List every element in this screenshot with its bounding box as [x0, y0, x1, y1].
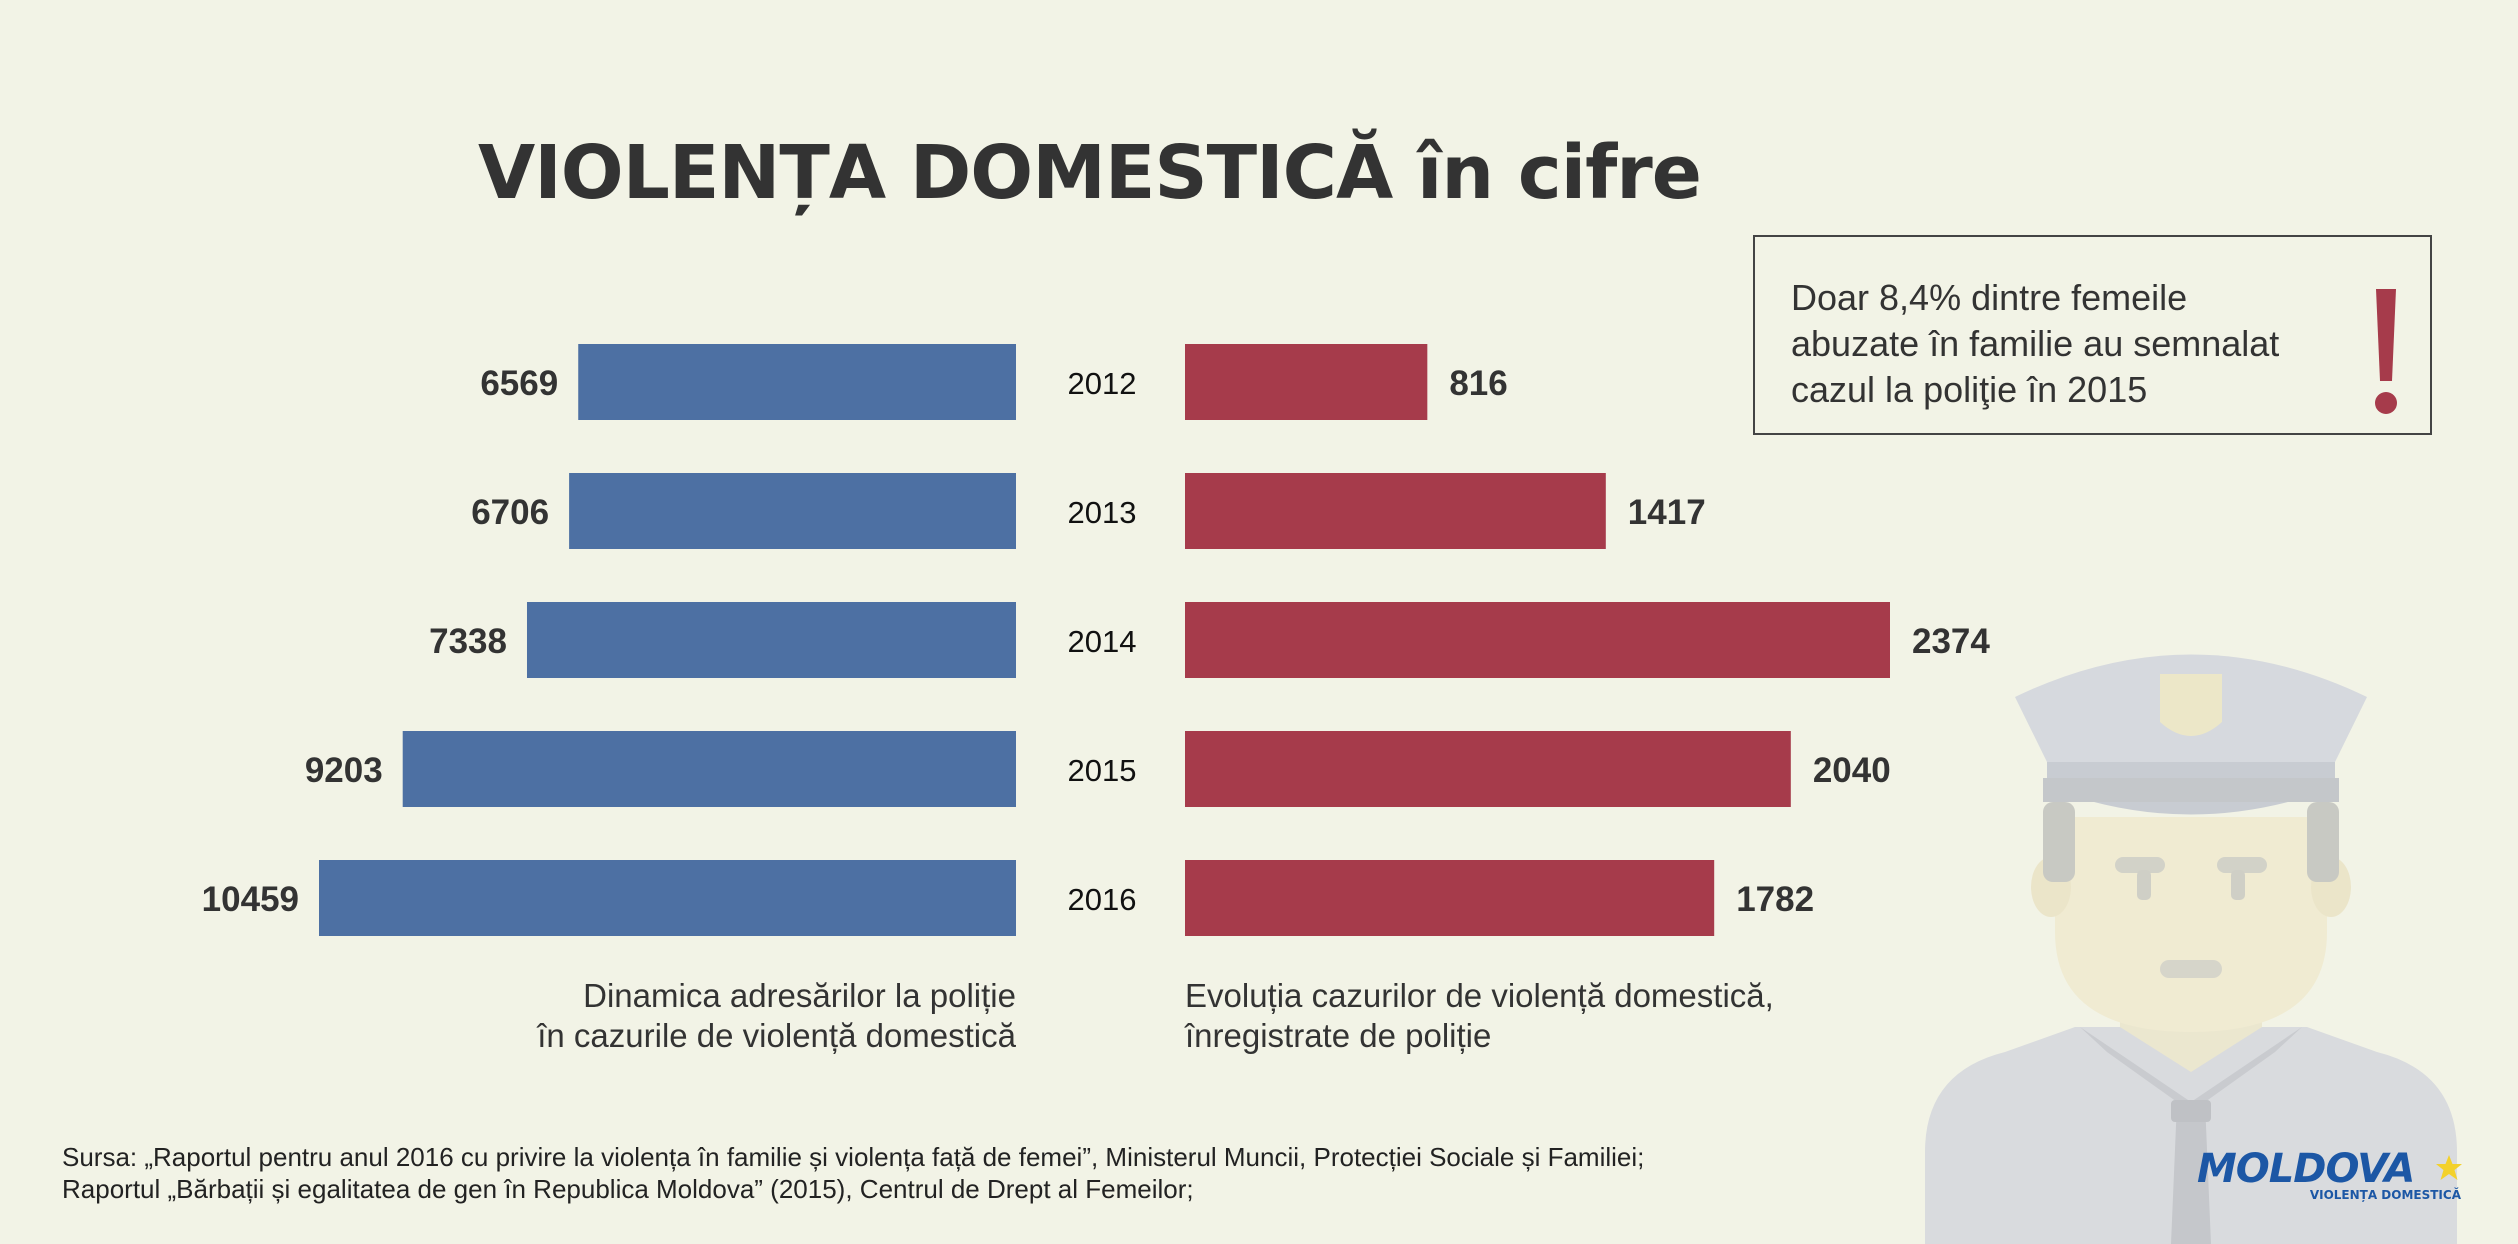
right-bar-value: 816 — [1449, 364, 1507, 403]
left-bar-value: 9203 — [305, 751, 383, 790]
callout-text: Doar 8,4% dintre femeile abuzate în fami… — [1791, 275, 2331, 413]
logo-wordmark: MOLDOVA — [2197, 1146, 2415, 1192]
left-bar — [569, 473, 1016, 549]
police-officer-icon — [1925, 654, 2457, 1244]
source-note: Sursa: „Raportul pentru anul 2016 cu pri… — [62, 1141, 1644, 1205]
callout-line-3: cazul la poliţie în 2015 — [1791, 369, 2148, 410]
year-label: 2015 — [1068, 753, 1137, 788]
left-chart-caption: Dinamica adresărilor la poliție în cazur… — [316, 976, 1016, 1056]
right-bar — [1185, 860, 1715, 936]
source-line-2: Raportul „Bărbații și egalitatea de gen … — [62, 1174, 1194, 1204]
year-label: 2016 — [1068, 882, 1137, 917]
right-chart-caption: Evoluția cazurilor de violență domestică… — [1185, 976, 1885, 1056]
left-bar — [402, 731, 1017, 807]
right-bar-value: 1782 — [1736, 880, 1814, 919]
source-line-1: Sursa: „Raportul pentru anul 2016 cu pri… — [62, 1142, 1645, 1172]
left-bar — [578, 344, 1016, 420]
left-bar — [319, 860, 1016, 936]
moldova-logo: MOLDOVA VIOLENȚA DOMESTICĂ — [2197, 1146, 2467, 1206]
right-bar-value: 2374 — [1912, 622, 1990, 661]
left-bar-value: 7338 — [429, 622, 507, 661]
left-bar-value: 6569 — [480, 364, 558, 403]
callout-line-2: abuzate în familie au semnalat — [1791, 323, 2280, 364]
right-bar — [1185, 731, 1791, 807]
right-bar — [1185, 473, 1606, 549]
logo-tagline: VIOLENȚA DOMESTICĂ — [2309, 1188, 2461, 1202]
right-bar — [1185, 344, 1428, 420]
left-caption-line-2: în cazurile de violență domestică — [537, 1017, 1016, 1054]
right-caption-line-1: Evoluția cazurilor de violență domestică… — [1185, 977, 1774, 1014]
left-bar — [526, 602, 1016, 678]
exclamation-icon — [2375, 289, 2397, 414]
year-label: 2013 — [1068, 495, 1137, 530]
left-caption-line-1: Dinamica adresărilor la poliție — [583, 977, 1016, 1014]
callout-line-1: Doar 8,4% dintre femeile — [1791, 277, 2188, 318]
year-label: 2012 — [1068, 366, 1137, 401]
right-bar-value: 1417 — [1628, 493, 1706, 532]
page-title: VIOLENȚA DOMESTICĂ în cifre — [478, 130, 1702, 216]
year-label: 2014 — [1068, 624, 1137, 659]
star-icon — [2436, 1155, 2462, 1180]
statistic-callout: Doar 8,4% dintre femeile abuzate în fami… — [1753, 235, 2432, 435]
right-caption-line-2: înregistrate de poliție — [1185, 1017, 1492, 1054]
left-bar-value: 6706 — [471, 493, 549, 532]
left-bar-value: 10459 — [202, 880, 299, 919]
right-bar-value: 2040 — [1813, 751, 1891, 790]
right-bar — [1185, 602, 1890, 678]
